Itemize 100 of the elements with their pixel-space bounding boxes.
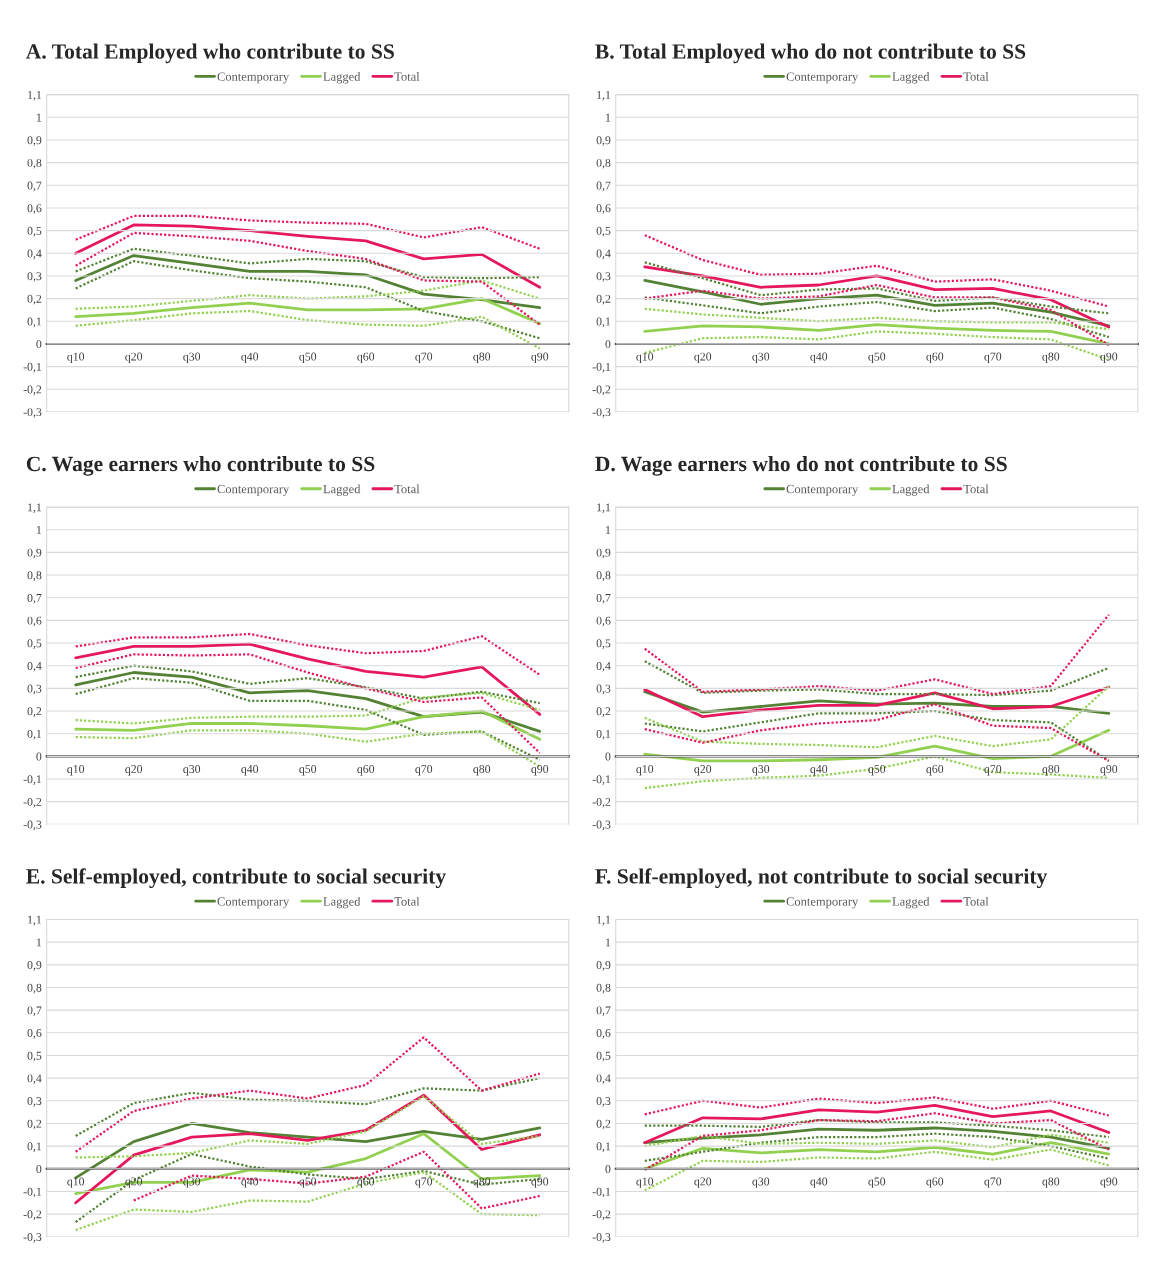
x-tick-label: q60 [926, 765, 944, 776]
y-tick-label: 1,1 [28, 915, 42, 926]
line-series [643, 1132, 1110, 1162]
x-tick-label: q80 [1042, 765, 1060, 776]
x-tick-label: q70 [984, 765, 1002, 776]
line-series [643, 1118, 1110, 1139]
line-series [74, 677, 541, 761]
x-tick-label: q60 [357, 765, 375, 776]
legend-label: Total [963, 72, 989, 81]
x-tick-label: q70 [984, 352, 1002, 363]
y-tick-label: 0,5 [27, 226, 42, 237]
x-tick-label: q40 [241, 765, 259, 776]
y-tick-label: 0,3 [27, 272, 42, 282]
line-series [643, 234, 1110, 308]
x-tick-label: q10 [636, 352, 654, 363]
y-tick-label: 0,5 [27, 639, 42, 649]
y-tick-label: 0,3 [596, 684, 611, 695]
x-tick-label: q80 [1042, 1177, 1060, 1188]
legend-label: Total [394, 484, 420, 494]
y-tick-label: -0,2 [23, 1210, 42, 1221]
y-tick-label: -0,3 [592, 820, 611, 831]
x-tick-label: q30 [752, 1177, 770, 1188]
line-series [643, 1126, 1111, 1150]
line-series [74, 260, 541, 340]
x-tick-label: q50 [299, 1177, 317, 1188]
y-tick-label: 0,4 [596, 661, 611, 672]
x-tick-label: q10 [67, 1177, 85, 1188]
y-tick-label: 0,2 [27, 707, 42, 717]
legend-label: Lagged [892, 896, 930, 909]
y-tick-label: 1 [36, 938, 42, 947]
chart-title: B. Total Employed who do not contribute to SS [595, 43, 1026, 64]
x-tick-label: q10 [636, 765, 654, 776]
y-tick-label: 0,9 [596, 961, 611, 971]
y-tick-label: 0,1 [596, 1142, 611, 1153]
line-series [74, 632, 541, 676]
y-tick-label: 1,1 [28, 503, 42, 513]
x-tick-label: q60 [357, 1177, 375, 1188]
x-tick-label: q40 [241, 352, 259, 363]
line-series [643, 296, 1110, 339]
y-tick-label: 1,1 [597, 90, 611, 101]
legend-label: Lagged [323, 72, 361, 84]
y-tick-label: 0,9 [596, 136, 611, 146]
legend-label: Total [963, 896, 989, 906]
y-tick-label: 1 [36, 113, 42, 122]
y-tick-label: -0,1 [592, 1187, 611, 1198]
line-series [643, 279, 1111, 328]
y-tick-label: 0,8 [27, 983, 42, 994]
y-tick-label: -0,2 [592, 1210, 611, 1221]
y-tick-label: -0,2 [23, 385, 42, 396]
y-tick-label: -0,1 [23, 362, 42, 373]
y-tick-label: -0,1 [592, 775, 611, 785]
x-tick-label: q70 [415, 765, 433, 776]
x-tick-label: q70 [415, 352, 433, 363]
y-tick-label: 0 [36, 752, 42, 761]
y-tick-label: 0,6 [27, 204, 42, 214]
y-tick-label: 0,3 [27, 1097, 42, 1107]
line-series [643, 613, 1110, 696]
x-tick-label: q40 [810, 765, 828, 776]
legend-label: Contemporary [217, 484, 290, 496]
y-tick-label: 0 [605, 1165, 611, 1173]
line-series [74, 214, 541, 250]
y-tick-label: 0,8 [596, 158, 611, 169]
line-series [74, 664, 541, 705]
x-tick-label: q80 [473, 765, 491, 776]
chart-title: C. Wage earners who contribute to SS [26, 456, 375, 476]
y-tick-label: 0,2 [596, 1119, 611, 1130]
x-tick-label: q30 [183, 352, 201, 363]
x-tick-label: q60 [357, 352, 375, 363]
line-series [643, 660, 1110, 697]
line-series [643, 728, 1111, 763]
x-tick-label: q50 [868, 765, 886, 776]
y-tick-label: 0,6 [596, 616, 611, 627]
x-tick-label: q90 [1100, 1177, 1118, 1188]
y-tick-label: 0,1 [27, 1142, 42, 1153]
y-tick-label: 0,3 [596, 272, 611, 282]
y-tick-label: 0,9 [27, 548, 42, 559]
line-series [74, 1036, 541, 1153]
y-tick-label: -0,2 [592, 385, 611, 396]
x-tick-label: q50 [868, 352, 886, 363]
x-tick-label: q50 [299, 352, 317, 363]
y-tick-label: 0,6 [27, 1029, 42, 1039]
line-series [74, 642, 542, 716]
y-tick-label: 0,1 [596, 729, 611, 740]
y-tick-label: 1 [606, 938, 611, 947]
y-tick-label: -0,2 [23, 797, 42, 808]
y-tick-label: -0,1 [592, 362, 611, 373]
y-tick-label: -0,2 [592, 797, 611, 808]
y-tick-label: 0,9 [27, 136, 42, 146]
line-series [643, 1112, 1110, 1172]
x-tick-label: q10 [67, 765, 85, 776]
x-tick-label: q10 [67, 352, 85, 363]
legend-label: Lagged [892, 484, 930, 496]
x-tick-label: q80 [1042, 352, 1060, 363]
legend-label: Contemporary [217, 72, 290, 84]
y-tick-label: 0,5 [596, 226, 611, 237]
line-series [74, 653, 541, 755]
y-tick-label: 0 [605, 340, 611, 349]
y-tick-label: 0,7 [596, 1006, 611, 1017]
y-tick-label: 0,4 [27, 661, 42, 672]
y-tick-label: 0,6 [596, 1029, 611, 1039]
